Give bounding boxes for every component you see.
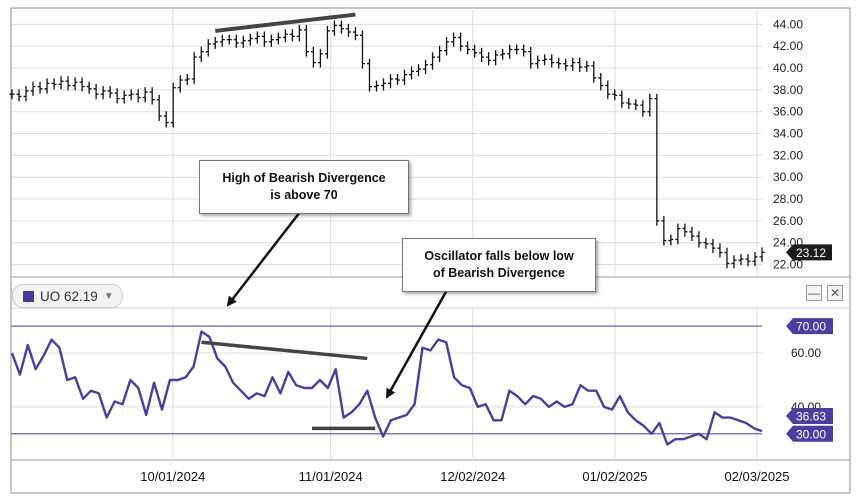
x-tick-label: 01/02/2025 [582, 469, 647, 484]
last-price-tag-bg [786, 244, 832, 261]
callout-oscillator-falls-line2: of Bearish Divergence [433, 266, 565, 280]
x-tick-label: 12/02/2024 [440, 469, 505, 484]
x-tick-label: 11/01/2024 [299, 469, 363, 484]
callout-bearish-high-line2: is above 70 [270, 188, 338, 202]
osc-current-value-label: 36.63 [796, 409, 826, 423]
price-y-tick-label: 28.00 [773, 192, 803, 206]
chart-frame [10, 7, 851, 494]
callout-arrow-to-high [226, 211, 301, 307]
price-y-tick-label: 44.00 [773, 17, 803, 31]
oscillator-series-line [10, 330, 763, 446]
osc-level-tag-label: 70.00 [796, 320, 826, 334]
osc-y-tick-label: 60.00 [791, 346, 821, 360]
legend-swatch [23, 290, 34, 302]
osc-current-value-bg [786, 407, 833, 424]
price-y-tick-label: 40.00 [773, 61, 803, 75]
indicator-legend-chip[interactable]: UO 62.19 ▼ [12, 284, 123, 308]
callout-bearish-high: High of Bearish Divergence is above 70 [199, 160, 409, 214]
price-y-tick-label: 26.00 [773, 214, 803, 228]
osc-current-value-tag: 36.63 [786, 407, 833, 424]
price-y-tick-label: 36.00 [773, 105, 803, 119]
price-y-tick-label: 30.00 [773, 170, 803, 184]
osc-level-tag: 30.00 [786, 425, 833, 442]
last-price-tag: 23.12 [786, 244, 832, 261]
price-trendline [215, 12, 356, 33]
x-tick-label: 02/03/2025 [724, 469, 789, 484]
price-y-tick-label: 38.00 [773, 83, 803, 97]
price-y-tick-label: 34.00 [773, 127, 803, 141]
x-tick-label: 10/01/2024 [140, 469, 205, 484]
osc-level-tag-bg [786, 318, 833, 335]
price-y-tick-label: 32.00 [773, 148, 803, 162]
callout-oscillator-falls: Oscillator falls below low of Bearish Di… [402, 238, 596, 292]
osc-divergence-trendline [201, 340, 368, 361]
minimize-icon[interactable]: — [806, 285, 822, 301]
osc-level-tag-label: 30.00 [796, 427, 826, 441]
last-price-tag-label: 23.12 [796, 246, 826, 260]
close-icon[interactable]: ✕ [827, 285, 843, 301]
price-y-tick-label: 22.00 [773, 258, 803, 272]
callout-oscillator-falls-line1: Oscillator falls below low [424, 249, 574, 263]
indicator-legend-label: UO 62.19 [40, 288, 98, 304]
osc-level-tag-bg [786, 425, 833, 442]
price-y-tick-label: 42.00 [773, 39, 803, 53]
chevron-down-icon[interactable]: ▼ [103, 290, 114, 302]
callout-arrow-to-break [385, 289, 449, 399]
osc-level-tag: 70.00 [786, 318, 833, 335]
callout-bearish-high-line1: High of Bearish Divergence [222, 171, 386, 185]
